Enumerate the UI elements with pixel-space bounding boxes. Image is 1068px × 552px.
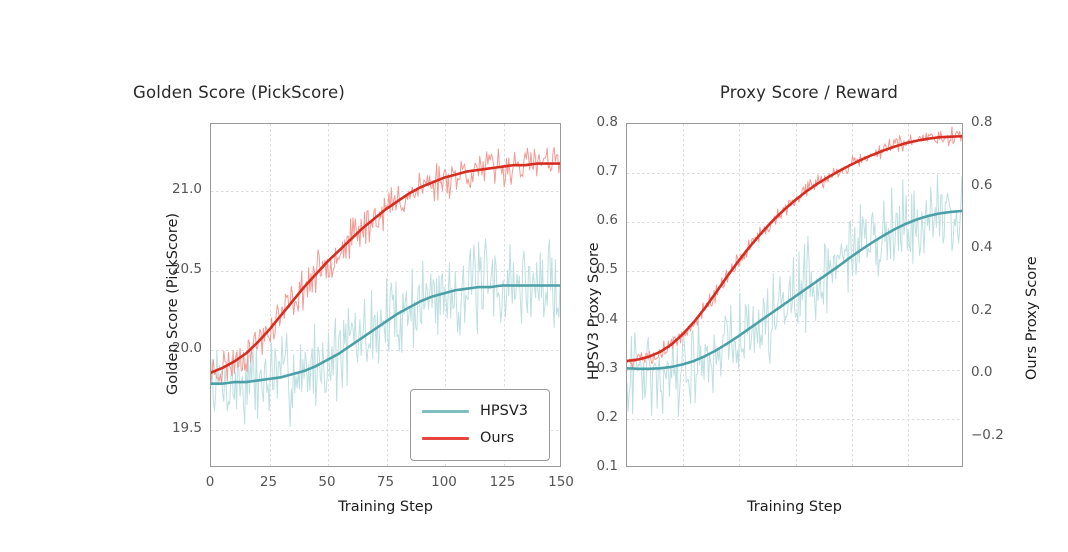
y-tick-label: 0.2 [596, 408, 618, 425]
gridline-vertical [907, 124, 909, 466]
gridline-horizontal [627, 320, 962, 322]
gridline-vertical [269, 124, 271, 466]
gridline-horizontal [627, 369, 962, 371]
legend-label-hpsv3: HPSV3 [480, 403, 528, 420]
y-axis-label-left: Golden Score (PickScore) [165, 212, 181, 395]
gridline-horizontal [627, 173, 962, 175]
x-tick-label: 150 [548, 474, 574, 490]
y-tick-label: 20.0 [171, 340, 202, 357]
y-tick-label: 0.0 [971, 364, 993, 381]
y-tick-label: 21.0 [171, 180, 202, 197]
gridline-horizontal [211, 190, 560, 192]
legend-item-ours[interactable]: Ours [422, 425, 536, 452]
x-axis-label-right: Training Step [747, 499, 842, 515]
chart-panel-left: Golden Score (PickScore) 21.0 20.5 20.0 19.… [133, 83, 574, 515]
gridline-vertical [683, 124, 685, 466]
y-tick-label: 0.4 [971, 239, 993, 256]
legend-item-hpsv3[interactable]: HPSV3 [422, 398, 536, 425]
legend-swatch-ours [422, 436, 469, 441]
panel-right-title: Proxy Score / Reward [719, 83, 899, 102]
y-tick-label: 0.5 [596, 261, 618, 278]
y-tick-label: 0.4 [596, 310, 618, 327]
x-tick-label: 75 [376, 474, 395, 490]
x-axis-label-left: Training Step [338, 499, 433, 515]
gridline-horizontal [627, 271, 962, 273]
gridline-horizontal [211, 350, 560, 352]
y-tick-label: 19.5 [171, 419, 202, 436]
x-tick-label: 125 [489, 474, 516, 490]
y-tick-label: 0.8 [971, 114, 993, 130]
gridline-vertical [851, 124, 853, 466]
chart-panel-right: Proxy Score / Reward 0.8 0.7 0.6 0.5 0.4 0.3 0… [534, 0, 1068, 552]
y-tick-label: 0.6 [971, 176, 993, 193]
y-tick-label: 20.5 [171, 260, 202, 277]
series-lines-right [627, 126, 962, 417]
x-tick-label: 0 [205, 474, 215, 490]
panel-left-title: Golden Score (PickScore) [133, 83, 345, 102]
y-tick-label: 0.8 [596, 114, 618, 130]
y-tick-label: 0.3 [596, 359, 618, 376]
legend-left: HPSV3 Ours [410, 389, 550, 461]
x-tick-label: 50 [318, 474, 336, 490]
x-tick-label: 25 [259, 474, 278, 490]
legend-label-ours: Ours [480, 430, 515, 447]
gridline-horizontal [627, 222, 962, 224]
gridline-vertical [328, 124, 329, 466]
gridline-horizontal [627, 418, 962, 420]
y-tick-label: 0.6 [596, 212, 618, 229]
y-tick-label: 0.7 [596, 163, 618, 180]
y-tick-label: 0.1 [596, 458, 618, 474]
gridline-horizontal [211, 429, 560, 431]
legend-swatch-hpsv3 [422, 409, 469, 414]
plot-area-right [626, 123, 963, 467]
y-axis-label-right-panel-right: Ours Proxy Score [1024, 256, 1040, 380]
series-lines-left [211, 146, 560, 428]
gridline-horizontal [211, 270, 560, 272]
plot-area-left [210, 123, 561, 467]
x-tick-label: 100 [431, 474, 457, 490]
y-tick-label: 0.2 [971, 301, 993, 318]
y-axis-label-right-panel-left: HPSV3 Proxy Score [586, 242, 602, 380]
y-tick-label: −0.2 [971, 426, 1004, 443]
